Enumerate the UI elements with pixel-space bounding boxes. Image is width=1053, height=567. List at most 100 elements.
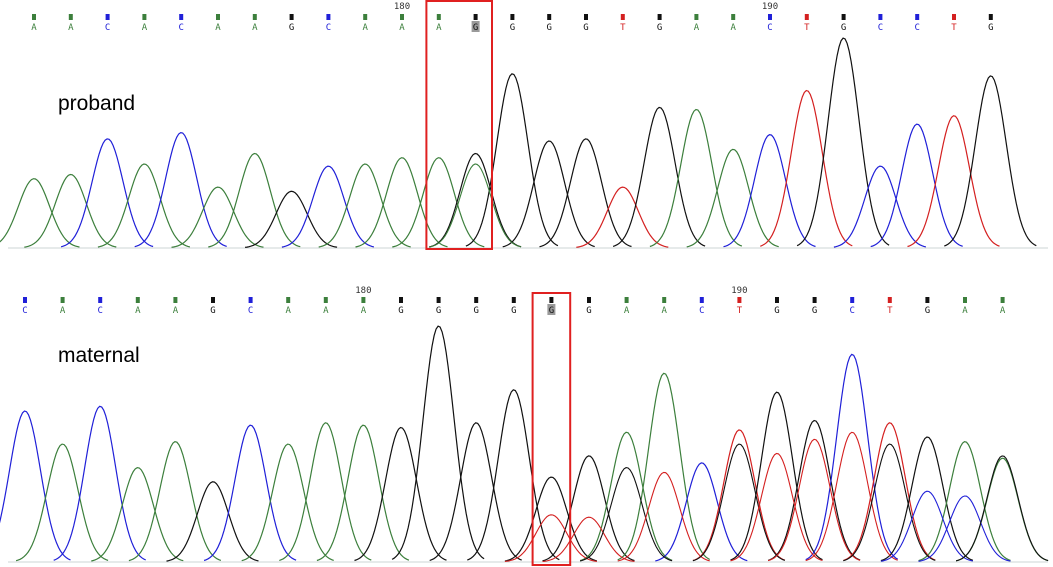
base-call-letter: A — [173, 306, 179, 316]
base-call-letter: G — [436, 306, 441, 316]
position-marker: 190 — [731, 286, 747, 296]
base-call-letter: C — [849, 306, 854, 316]
base-call-letter: C — [178, 23, 183, 33]
peak-A — [91, 466, 184, 562]
peak-T — [907, 115, 1000, 248]
proband-track: proband A A C A C A A G C A A A G G G G T G A A C T G C C T G 180 19… — [0, 0, 1048, 250]
peak-G — [542, 455, 635, 562]
base-call-letter: A — [60, 306, 66, 316]
base-marker — [850, 297, 855, 303]
base-marker — [657, 14, 662, 20]
base-call-letter: G — [657, 23, 662, 33]
peak-C — [0, 410, 71, 561]
base-call-letter: C — [767, 23, 772, 33]
base-marker — [587, 297, 591, 303]
base-call-letter: A — [436, 23, 442, 33]
base-marker — [68, 14, 73, 20]
base-marker — [142, 14, 147, 20]
base-marker — [737, 297, 742, 303]
secondary-peak-G — [692, 443, 786, 562]
peak-A — [241, 443, 334, 562]
base-marker — [768, 14, 772, 20]
maternal-track: maternal C A C A A G C A A A G G G G G G A A C T G G C T G A A 180 1… — [0, 286, 1049, 566]
peak-T — [576, 186, 669, 248]
base-marker — [804, 14, 809, 20]
base-call-letter: G — [511, 306, 516, 316]
peak-C — [281, 165, 375, 248]
proband-label: proband — [58, 92, 135, 115]
base-marker — [887, 297, 892, 303]
base-call-letter: T — [951, 23, 957, 33]
base-call-letter: C — [248, 306, 253, 316]
base-marker — [400, 14, 404, 20]
base-marker — [323, 297, 328, 303]
peak-T — [760, 89, 853, 247]
base-marker — [547, 14, 552, 20]
peak-G — [944, 75, 1037, 247]
peak-A — [955, 457, 1049, 562]
base-marker — [105, 14, 110, 20]
peak-C — [870, 123, 963, 248]
base-marker — [173, 297, 178, 303]
position-marker: 180 — [355, 286, 371, 296]
base-marker — [694, 14, 699, 20]
peak-A — [649, 108, 743, 248]
peak-A — [318, 163, 411, 248]
peak-A — [279, 422, 372, 562]
base-marker — [436, 297, 441, 303]
base-marker — [1000, 297, 1005, 303]
base-marker — [98, 297, 103, 303]
base-call-letter: G — [774, 306, 779, 316]
selected-base-highlight — [471, 21, 480, 32]
peak-C — [60, 138, 154, 248]
base-call-letter: T — [620, 23, 626, 33]
base-call-letter: A — [68, 23, 74, 33]
base-marker — [549, 297, 554, 303]
base-marker — [662, 297, 667, 303]
base-call-letter: G — [510, 23, 515, 33]
base-call-letter: A — [362, 23, 368, 33]
base-call-letter: A — [135, 306, 141, 316]
peak-G — [467, 389, 560, 561]
peak-A — [355, 157, 448, 248]
base-marker — [211, 297, 215, 303]
base-call-letter: C — [326, 23, 331, 33]
peak-C — [203, 424, 297, 562]
peak-G — [391, 325, 485, 560]
peak-C — [655, 462, 748, 562]
base-marker — [812, 297, 817, 303]
peak-A — [0, 178, 80, 248]
peak-A — [97, 163, 191, 248]
peak-G — [465, 73, 559, 247]
peak-A — [171, 186, 264, 248]
base-call-letter: G — [473, 306, 478, 316]
position-marker: 190 — [762, 2, 778, 12]
peak-T — [692, 429, 786, 562]
base-call-letter: A — [624, 306, 630, 316]
base-call-letter: G — [473, 23, 478, 33]
secondary-peak-G — [843, 443, 936, 562]
secondary-peak-T — [617, 471, 710, 562]
base-marker — [511, 297, 516, 303]
base-marker — [584, 14, 588, 20]
base-marker — [135, 297, 140, 303]
base-call-letter: A — [730, 23, 736, 33]
peak-C — [805, 353, 899, 561]
base-marker — [289, 14, 294, 20]
base-call-letter: C — [22, 306, 27, 316]
base-marker — [248, 297, 253, 303]
base-marker — [399, 297, 403, 303]
base-call-letter: G — [549, 306, 554, 316]
peak-G — [245, 190, 338, 248]
base-marker — [363, 14, 368, 20]
base-marker — [361, 297, 366, 303]
base-marker — [436, 14, 441, 20]
peak-G — [502, 140, 595, 248]
base-call-letter: C — [878, 23, 883, 33]
base-call-letter: C — [914, 23, 919, 33]
peak-A — [316, 424, 410, 562]
base-marker — [23, 297, 27, 303]
base-call-letter: G — [812, 306, 817, 316]
base-marker — [988, 14, 993, 20]
peak-A — [392, 157, 485, 248]
